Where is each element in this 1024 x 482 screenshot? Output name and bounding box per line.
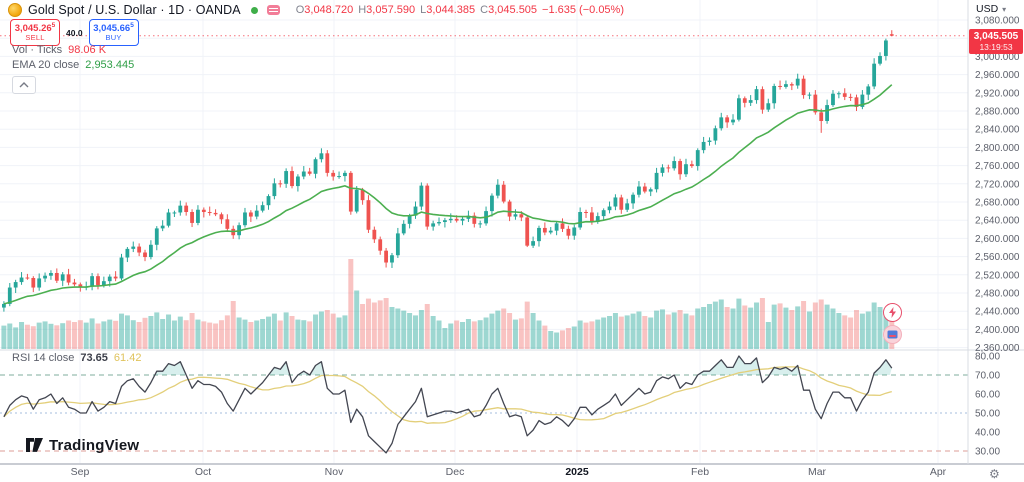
low-label: L	[420, 4, 427, 16]
news-icon	[887, 330, 898, 339]
svg-text:2,640.000: 2,640.000	[975, 216, 1020, 227]
svg-text:2,360.000: 2,360.000	[975, 343, 1020, 354]
svg-text:2,440.000: 2,440.000	[975, 307, 1020, 318]
svg-text:60.00: 60.00	[975, 390, 1000, 401]
time-axis-label-dec: Dec	[445, 466, 465, 478]
chevron-down-icon: ▾	[1002, 4, 1007, 14]
rsi-label: RSI 14 close	[12, 352, 75, 364]
tradingview-logo[interactable]: TradingView	[26, 437, 139, 454]
rsi-legend[interactable]: RSI 14 close 73.65 61.42	[12, 352, 141, 364]
close-label: C	[480, 4, 489, 16]
rsi-line	[3, 355, 893, 454]
rsi-pane	[0, 355, 968, 454]
high-value: 3,057.590	[366, 4, 416, 16]
time-axis-label-sep: Sep	[70, 466, 90, 478]
time-axis[interactable]: Sep Oct Nov Dec 2025 Feb Mar Apr	[0, 466, 1024, 482]
svg-text:2,760.000: 2,760.000	[975, 161, 1020, 172]
svg-text:2,600.000: 2,600.000	[975, 234, 1020, 245]
buy-button[interactable]: 3,045.665 BUY	[88, 19, 139, 46]
time-axis-label-nov: Nov	[324, 466, 344, 478]
price-axis[interactable]: 2,360.000 2,400.000 2,440.000 2,480.000 2,52…	[975, 16, 1020, 458]
svg-text:70.00: 70.00	[975, 371, 1000, 382]
notes-icon[interactable]	[266, 5, 280, 15]
svg-text:2,840.000: 2,840.000	[975, 125, 1020, 136]
svg-text:2,680.000: 2,680.000	[975, 198, 1020, 209]
grid-lines	[0, 0, 968, 464]
volume-bars	[1, 259, 895, 349]
close-value: 3,045.505	[488, 4, 538, 16]
rsi-ma-value: 61.42	[113, 352, 142, 364]
trade-panel: 3,045.265 SELL 40.0 3,045.665 BUY	[10, 19, 139, 46]
ohlc-values: O3,048.720 H3,057.590 L3,044.385 C3,045.…	[296, 4, 624, 16]
volume-value: 98.06 K	[68, 44, 107, 56]
bar-countdown: 13:19:53	[979, 42, 1013, 52]
time-axis-label-feb: Feb	[690, 466, 710, 478]
pane-separators	[0, 0, 1024, 465]
last-price-label: 3,045.505 13:19:53	[969, 29, 1023, 54]
tradingview-wordmark: TradingView	[49, 437, 140, 454]
candlesticks	[2, 30, 894, 312]
svg-text:2,880.000: 2,880.000	[975, 107, 1020, 118]
chevron-up-icon	[19, 82, 29, 88]
svg-text:30.00: 30.00	[975, 447, 1000, 458]
change-value: −1.635 (−0.05%)	[542, 4, 624, 16]
market-open-dot-icon	[250, 6, 258, 14]
collapse-legend-button[interactable]	[12, 76, 36, 94]
svg-text:40.00: 40.00	[975, 428, 1000, 439]
symbol-title[interactable]: Gold Spot / U.S. Dollar · 1D · OANDA	[28, 3, 241, 17]
svg-text:2,960.000: 2,960.000	[975, 70, 1020, 81]
ema-legend[interactable]: EMA 20 close 2,953.445	[12, 59, 134, 71]
event-badge-flash[interactable]	[883, 303, 902, 322]
open-label: O	[295, 4, 305, 16]
lightning-icon	[889, 307, 896, 318]
rsi-overbought-fill	[2, 356, 892, 375]
svg-text:50.00: 50.00	[975, 409, 1000, 420]
volume-legend[interactable]: Vol · Ticks 98.06 K	[12, 44, 106, 56]
svg-text:3,080.000: 3,080.000	[975, 16, 1020, 27]
gold-symbol-icon	[8, 3, 22, 17]
ema-value: 2,953.445	[85, 59, 135, 71]
currency-dropdown[interactable]: USD ▾	[976, 3, 1006, 15]
volume-label: Vol · Ticks	[12, 44, 63, 56]
rsi-value: 73.65	[80, 352, 108, 364]
rsi-ma-line	[3, 366, 892, 424]
time-axis-label-oct: Oct	[194, 466, 212, 478]
svg-text:2,800.000: 2,800.000	[975, 143, 1020, 154]
svg-text:2,400.000: 2,400.000	[975, 325, 1020, 336]
spread-value: 40.0	[66, 27, 83, 38]
ema20-line	[3, 84, 893, 305]
svg-text:2,560.000: 2,560.000	[975, 252, 1020, 263]
open-value: 3,048.720	[304, 4, 354, 16]
high-label: H	[358, 4, 367, 16]
currency-label: USD	[976, 3, 999, 15]
time-axis-settings-gear-icon[interactable]: ⚙	[989, 467, 1000, 481]
low-value: 3,044.385	[426, 4, 476, 16]
svg-text:2,920.000: 2,920.000	[975, 88, 1020, 99]
last-price-value: 3,045.505	[973, 31, 1019, 42]
event-badge-news[interactable]	[883, 325, 902, 344]
svg-text:2,480.000: 2,480.000	[975, 289, 1020, 300]
svg-text:80.00: 80.00	[975, 352, 1000, 363]
svg-text:2,520.000: 2,520.000	[975, 270, 1020, 281]
symbol-legend: Gold Spot / U.S. Dollar · 1D · OANDA O3,…	[8, 3, 624, 17]
svg-text:2,720.000: 2,720.000	[975, 179, 1020, 190]
sell-button[interactable]: 3,045.265 SELL	[10, 19, 60, 46]
tradingview-mark-icon	[26, 438, 43, 452]
time-axis-label-2025: 2025	[565, 466, 589, 478]
ema-label: EMA 20 close	[12, 59, 80, 71]
time-axis-label-apr: Apr	[929, 466, 947, 478]
svg-text:3,000.000: 3,000.000	[975, 52, 1020, 63]
time-axis-label-mar: Mar	[807, 466, 827, 478]
